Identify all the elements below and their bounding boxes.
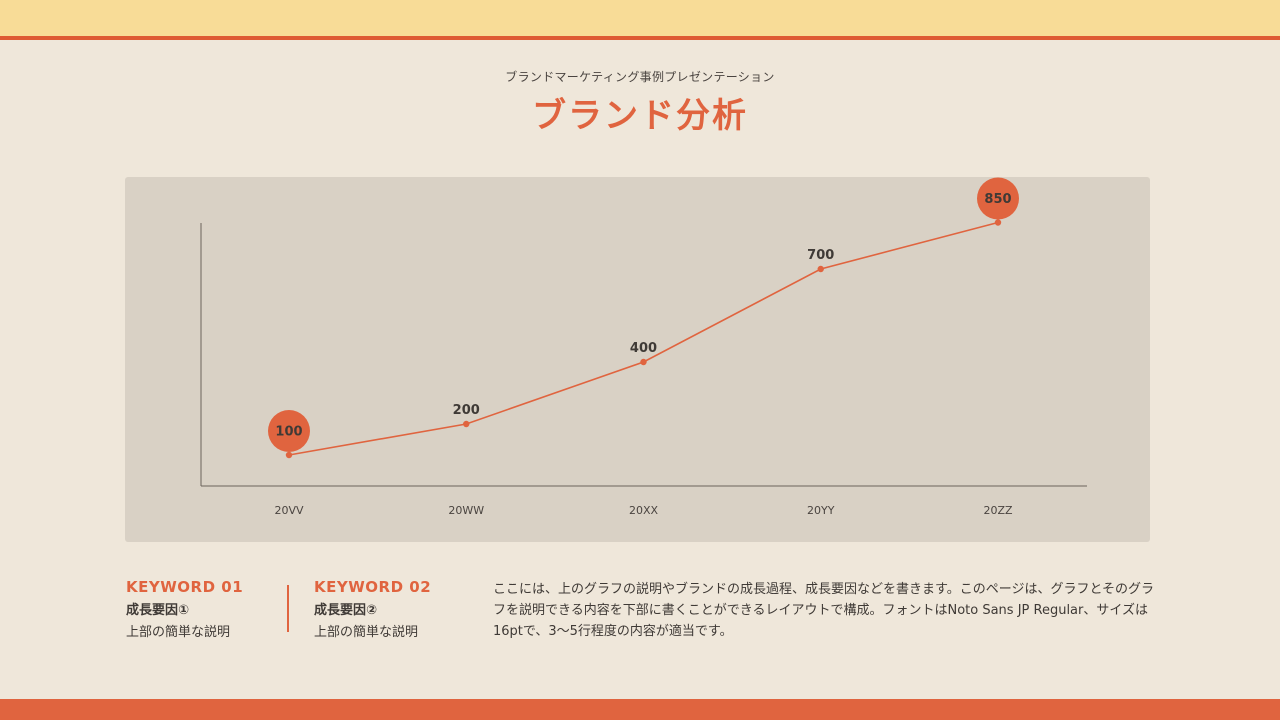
highlight-bubble [977,177,1019,220]
line-chart: 100 20VV 200 20WW 400 20XX 700 20YY 850 20ZZ [200,177,1087,517]
x-tick-label: 20ZZ [983,504,1013,517]
keyword-01-description: 上部の簡単な説明 [126,625,231,640]
chart-panel: 100 20VV 200 20WW 400 20XX 700 20YY 850 20ZZ [125,177,1150,542]
data-label: 200 [453,403,480,418]
keyword-01-heading: 成長要因① [126,603,190,618]
x-tick-label: 20XX [629,504,659,517]
data-point [817,265,824,273]
x-tick-label: 20YY [807,504,835,517]
top-banner [0,0,1280,36]
x-tick-label: 20VV [274,504,304,517]
description-text: ここには、上のグラフの説明やブランドの成長過程、成長要因などを書きます。このペー… [493,582,1155,639]
keyword-02-title: KEYWORD 02 [314,578,432,596]
slide-title: ブランド分析 [532,96,748,136]
data-label: 400 [630,341,657,356]
data-point [640,358,647,366]
keyword-01-title: KEYWORD 01 [126,578,244,596]
slide-subtitle: ブランドマーケティング事例プレゼンテーション [505,70,775,84]
x-tick-label: 20WW [448,504,484,517]
keyword-divider [287,585,289,632]
data-label: 700 [807,248,834,263]
data-point [285,451,293,459]
keyword-02-description: 上部の簡単な説明 [314,625,419,640]
top-divider [0,36,1280,40]
keyword-02-heading: 成長要因② [314,603,378,618]
data-point [463,420,470,428]
data-label: 850 [984,192,1011,207]
bottom-banner [0,699,1280,720]
data-point [994,219,1002,226]
highlight-bubble [268,410,310,452]
keyword-02: KEYWORD 02 成長要因② 上部の簡単な説明 [314,578,431,640]
series-line [288,221,999,456]
keyword-01: KEYWORD 01 成長要因① 上部の簡単な説明 [126,578,243,640]
data-label: 100 [275,425,302,440]
